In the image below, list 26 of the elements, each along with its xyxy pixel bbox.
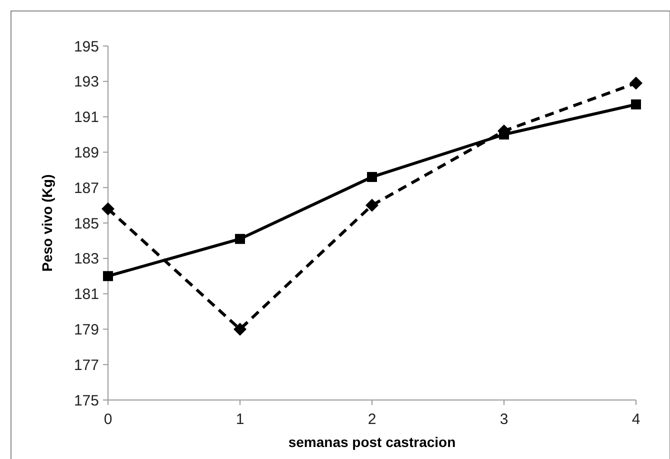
y-tick-label: 185	[74, 215, 99, 232]
y-axis-title: Peso vivo (Kg)	[39, 174, 55, 272]
point	[366, 198, 378, 212]
y-tick-label: 189	[74, 144, 99, 162]
y-tick-label: 179	[74, 321, 99, 338]
point	[235, 234, 245, 244]
y-tick-label: 195	[74, 38, 99, 56]
y-tick-label: 191	[74, 109, 99, 126]
x-tick-label: 4	[632, 411, 640, 428]
point	[103, 271, 113, 282]
point	[367, 172, 377, 182]
x-tick-label: 0	[104, 411, 112, 428]
y-tick-label: 193	[74, 74, 99, 91]
point	[102, 202, 114, 216]
x-tick-label: 1	[236, 411, 244, 428]
x-tick-label: 2	[368, 411, 376, 428]
y-tick-label: 175	[74, 392, 99, 410]
x-axis-title: semanas post castracion	[288, 434, 456, 450]
x-tick-label: 3	[500, 411, 508, 428]
point	[234, 322, 246, 336]
y-tick-label: 177	[74, 356, 99, 374]
y-tick-label: 183	[74, 250, 99, 268]
point	[631, 99, 641, 110]
point	[630, 76, 642, 90]
y-tick-label: 181	[74, 286, 99, 304]
y-tick-label: 187	[74, 180, 99, 197]
